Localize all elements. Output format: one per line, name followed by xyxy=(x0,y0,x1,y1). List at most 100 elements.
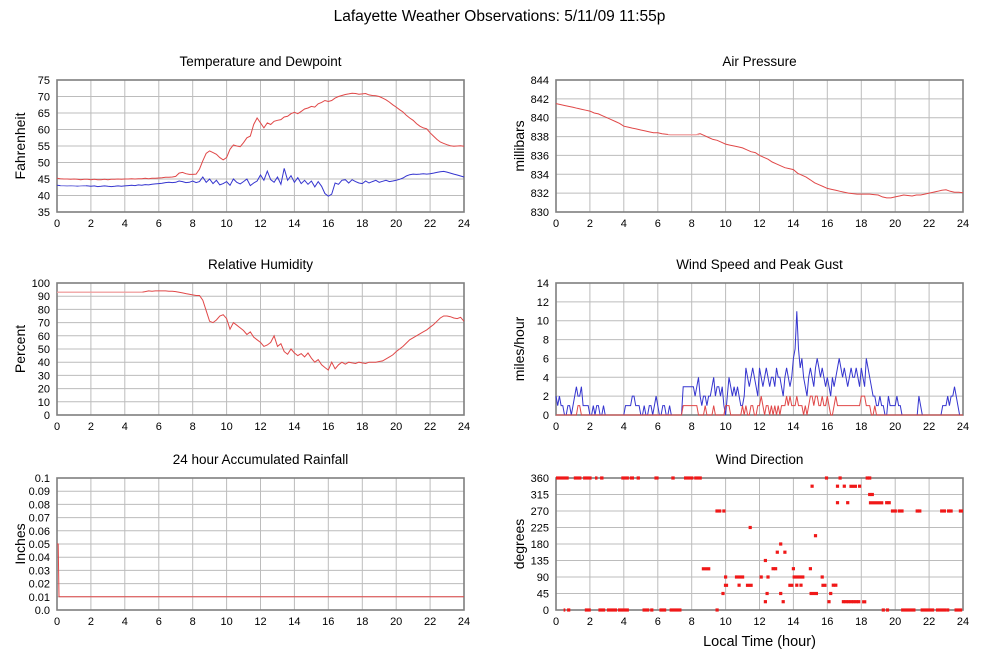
svg-text:22: 22 xyxy=(424,616,436,628)
svg-text:10: 10 xyxy=(719,616,731,628)
svg-text:24: 24 xyxy=(957,616,969,628)
svg-text:315: 315 xyxy=(531,490,549,502)
svg-text:6: 6 xyxy=(655,218,661,230)
svg-text:0.02: 0.02 xyxy=(29,579,50,591)
svg-text:14: 14 xyxy=(288,421,300,433)
svg-text:6: 6 xyxy=(655,421,661,433)
svg-text:8: 8 xyxy=(190,616,196,628)
svg-text:8: 8 xyxy=(543,335,549,347)
svg-text:16: 16 xyxy=(322,616,334,628)
svg-text:0: 0 xyxy=(553,218,559,230)
svg-text:0.03: 0.03 xyxy=(29,565,50,577)
svg-text:12: 12 xyxy=(254,218,266,230)
svg-text:2: 2 xyxy=(587,421,593,433)
svg-text:0: 0 xyxy=(54,421,60,433)
svg-text:6: 6 xyxy=(156,218,162,230)
svg-text:30: 30 xyxy=(38,370,50,382)
svg-text:22: 22 xyxy=(923,218,935,230)
svg-text:2: 2 xyxy=(88,421,94,433)
svg-text:14: 14 xyxy=(787,616,799,628)
svg-text:20: 20 xyxy=(390,421,402,433)
svg-text:4: 4 xyxy=(122,218,128,230)
svg-text:22: 22 xyxy=(923,616,935,628)
svg-text:10: 10 xyxy=(719,218,731,230)
svg-text:22: 22 xyxy=(424,218,436,230)
svg-text:8: 8 xyxy=(689,421,695,433)
svg-text:18: 18 xyxy=(356,616,368,628)
svg-text:270: 270 xyxy=(531,506,549,518)
svg-text:0: 0 xyxy=(553,421,559,433)
svg-text:0: 0 xyxy=(543,605,549,617)
svg-text:8: 8 xyxy=(689,616,695,628)
svg-text:842: 842 xyxy=(531,94,549,106)
svg-text:0.1: 0.1 xyxy=(35,473,50,485)
svg-text:135: 135 xyxy=(531,556,549,568)
svg-text:836: 836 xyxy=(531,150,549,162)
svg-text:840: 840 xyxy=(531,113,549,125)
svg-text:225: 225 xyxy=(531,523,549,535)
svg-text:45: 45 xyxy=(38,174,50,186)
svg-text:4: 4 xyxy=(621,616,627,628)
svg-text:0: 0 xyxy=(44,410,50,422)
svg-text:14: 14 xyxy=(288,218,300,230)
svg-text:100: 100 xyxy=(32,278,50,290)
svg-text:180: 180 xyxy=(531,539,549,551)
svg-text:6: 6 xyxy=(156,616,162,628)
y-axis-label-fahrenheit: Fahrenheit xyxy=(12,112,28,180)
svg-text:4: 4 xyxy=(543,372,549,384)
svg-text:2: 2 xyxy=(88,616,94,628)
svg-text:18: 18 xyxy=(356,218,368,230)
svg-text:16: 16 xyxy=(821,616,833,628)
svg-text:10: 10 xyxy=(220,218,232,230)
svg-text:0.08: 0.08 xyxy=(29,499,50,511)
svg-text:12: 12 xyxy=(753,218,765,230)
y-axis-label-percent: Percent xyxy=(12,324,28,374)
svg-text:16: 16 xyxy=(322,421,334,433)
svg-text:20: 20 xyxy=(889,218,901,230)
svg-text:2: 2 xyxy=(587,616,593,628)
svg-text:0.07: 0.07 xyxy=(29,513,50,525)
svg-text:18: 18 xyxy=(356,421,368,433)
svg-text:0: 0 xyxy=(553,616,559,628)
svg-text:8: 8 xyxy=(190,218,196,230)
svg-text:2: 2 xyxy=(88,218,94,230)
svg-text:6: 6 xyxy=(156,421,162,433)
svg-text:20: 20 xyxy=(889,421,901,433)
svg-text:2: 2 xyxy=(587,218,593,230)
svg-text:0.06: 0.06 xyxy=(29,526,50,538)
svg-text:18: 18 xyxy=(855,616,867,628)
svg-text:45: 45 xyxy=(537,589,549,601)
svg-text:24: 24 xyxy=(957,421,969,433)
svg-text:14: 14 xyxy=(288,616,300,628)
svg-text:0: 0 xyxy=(54,218,60,230)
svg-text:0.09: 0.09 xyxy=(29,486,50,498)
chart-title-temperature-dewpoint: Temperature and Dewpoint xyxy=(179,54,342,69)
svg-text:6: 6 xyxy=(655,616,661,628)
svg-text:12: 12 xyxy=(254,616,266,628)
svg-text:40: 40 xyxy=(38,357,50,369)
chart-title-wind-speed-gust: Wind Speed and Peak Gust xyxy=(676,257,843,272)
svg-text:0.05: 0.05 xyxy=(29,539,50,551)
svg-text:22: 22 xyxy=(923,421,935,433)
svg-text:20: 20 xyxy=(390,616,402,628)
svg-text:14: 14 xyxy=(537,278,549,290)
svg-text:4: 4 xyxy=(621,218,627,230)
svg-text:90: 90 xyxy=(537,572,549,584)
svg-text:22: 22 xyxy=(424,421,436,433)
svg-text:55: 55 xyxy=(38,141,50,153)
svg-text:50: 50 xyxy=(38,158,50,170)
svg-text:10: 10 xyxy=(38,397,50,409)
svg-text:12: 12 xyxy=(537,297,549,309)
svg-text:24: 24 xyxy=(458,421,470,433)
svg-text:16: 16 xyxy=(322,218,334,230)
svg-text:50: 50 xyxy=(38,344,50,356)
svg-text:16: 16 xyxy=(821,421,833,433)
svg-text:832: 832 xyxy=(531,188,549,200)
svg-text:0: 0 xyxy=(54,616,60,628)
svg-text:75: 75 xyxy=(38,75,50,87)
svg-text:6: 6 xyxy=(543,353,549,365)
